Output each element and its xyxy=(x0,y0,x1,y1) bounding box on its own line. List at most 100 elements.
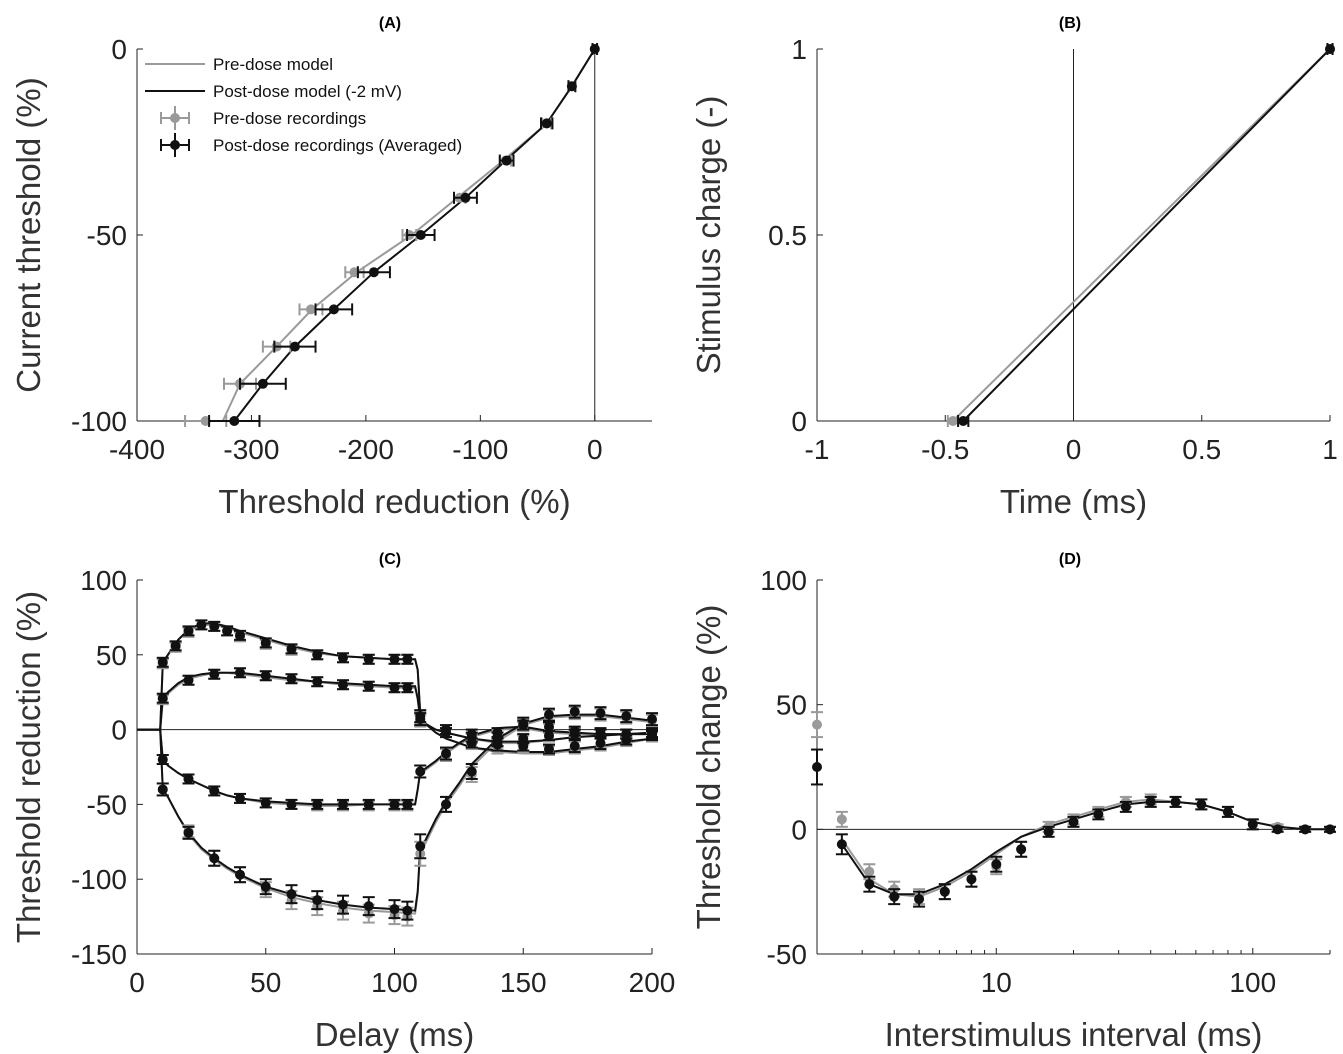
data-marker xyxy=(991,859,1002,870)
series-errorbar-y xyxy=(156,704,658,921)
x-axis-label: Interstimulus interval (ms) xyxy=(885,1016,1263,1053)
data-point xyxy=(285,643,298,655)
panel-title: (A) xyxy=(379,15,401,32)
y-tick-label: -100 xyxy=(71,406,127,437)
data-point xyxy=(1299,824,1312,835)
data-point xyxy=(234,792,246,804)
data-marker xyxy=(183,827,194,838)
data-point xyxy=(401,798,414,810)
legend-entry: Post-dose model (-2 mV) xyxy=(145,82,402,101)
data-point xyxy=(234,667,246,679)
series-line xyxy=(962,48,1331,422)
data-marker xyxy=(836,839,847,850)
data-marker xyxy=(836,814,847,825)
x-tick-label: 100 xyxy=(371,967,418,998)
data-point xyxy=(337,894,349,915)
data-point xyxy=(388,899,401,920)
data-marker xyxy=(544,730,554,741)
data-point xyxy=(863,875,876,893)
y-tick-label: 0.5 xyxy=(768,220,807,251)
x-axis-label: Threshold reduction (%) xyxy=(218,483,570,520)
data-marker xyxy=(389,682,400,693)
x-tick-label: -300 xyxy=(223,434,279,465)
data-marker xyxy=(544,744,554,755)
data-point xyxy=(1246,818,1259,831)
data-point xyxy=(539,117,554,130)
data-point xyxy=(259,670,272,682)
data-marker xyxy=(363,901,374,912)
y-tick-label: -50 xyxy=(767,939,807,970)
data-point xyxy=(311,890,324,911)
y-tick-label: 1 xyxy=(791,34,807,65)
data-marker xyxy=(569,726,580,737)
data-point xyxy=(401,900,414,921)
data-point xyxy=(362,680,375,692)
data-point xyxy=(566,80,577,93)
x-tick-label: -400 xyxy=(109,434,165,465)
data-marker xyxy=(363,799,374,810)
data-marker xyxy=(441,748,451,759)
data-marker xyxy=(286,889,297,900)
data-marker xyxy=(363,654,374,665)
data-marker xyxy=(1120,801,1131,812)
series-errorbar-y xyxy=(156,719,658,810)
data-marker xyxy=(235,667,245,678)
data-marker xyxy=(260,637,271,648)
data-point xyxy=(517,733,530,745)
data-point xyxy=(543,707,555,722)
series-errorbar-y xyxy=(811,748,1336,908)
data-point xyxy=(362,653,375,665)
data-marker xyxy=(1222,806,1233,817)
data-point xyxy=(156,782,169,797)
y-tick-label: 50 xyxy=(776,690,807,721)
data-marker xyxy=(157,784,168,795)
data-marker xyxy=(1196,799,1207,810)
data-marker xyxy=(864,866,875,877)
data-marker xyxy=(914,894,925,905)
x-axis-label: Delay (ms) xyxy=(315,1016,475,1053)
panel-c: (C) -150 -100 -50 0 50 100 0 50 100 150 200 Delay (m… xyxy=(10,551,675,1053)
data-point xyxy=(388,653,401,665)
data-marker xyxy=(1300,824,1311,835)
data-point xyxy=(568,739,581,754)
data-marker xyxy=(595,708,606,719)
data-marker xyxy=(466,766,477,777)
data-point xyxy=(362,896,375,917)
data-point xyxy=(835,810,848,828)
y-axis-label: Stimulus charge (-) xyxy=(690,96,727,375)
data-point xyxy=(182,773,195,785)
data-marker xyxy=(939,886,950,897)
data-point xyxy=(314,303,354,316)
data-marker xyxy=(864,879,875,890)
data-marker xyxy=(415,841,426,852)
data-marker xyxy=(368,267,379,278)
data-marker xyxy=(402,682,413,693)
data-marker xyxy=(947,416,958,426)
y-tick-label: -150 xyxy=(71,939,127,970)
data-marker xyxy=(566,81,577,92)
data-point xyxy=(221,625,234,637)
data-marker xyxy=(312,895,323,906)
data-point xyxy=(156,656,169,668)
y-axis-label: Current threshold (%) xyxy=(10,77,47,392)
data-marker xyxy=(286,673,297,684)
data-marker xyxy=(260,670,271,681)
data-marker xyxy=(492,739,503,750)
series-errorbar-x xyxy=(957,43,1335,427)
data-point xyxy=(285,884,298,905)
series-line xyxy=(952,48,1331,422)
data-marker xyxy=(328,304,339,315)
data-marker xyxy=(541,118,552,129)
data-point xyxy=(646,712,658,727)
legend-marker-swatch xyxy=(170,140,180,150)
data-point xyxy=(285,673,298,685)
data-point xyxy=(888,888,901,906)
data-marker xyxy=(157,693,168,704)
data-point xyxy=(273,340,317,353)
data-point xyxy=(620,709,633,724)
data-marker xyxy=(501,155,512,166)
data-marker xyxy=(286,643,297,654)
data-point xyxy=(311,798,324,810)
data-marker xyxy=(492,727,503,738)
data-point xyxy=(234,866,246,884)
